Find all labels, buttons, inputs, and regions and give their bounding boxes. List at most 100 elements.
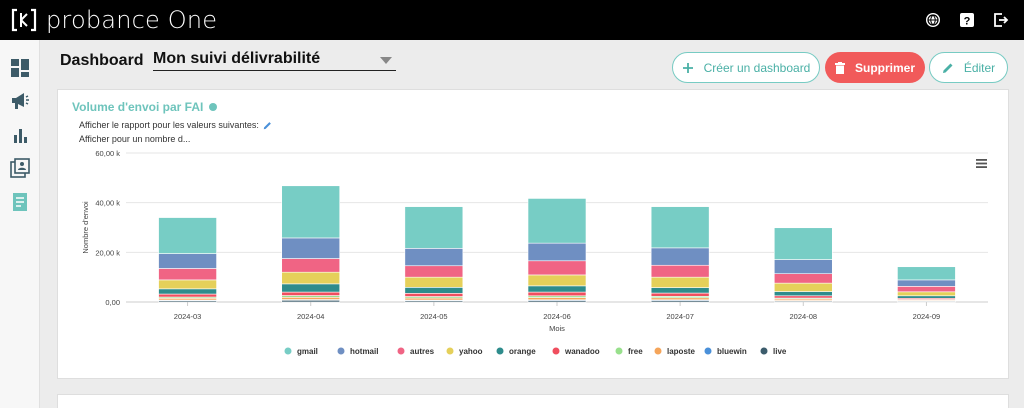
bar-segment-orange — [650, 287, 710, 294]
legend-swatch-gmail — [284, 347, 292, 355]
hamburger-menu-icon[interactable] — [976, 155, 987, 168]
legend-label-laposte: laposte — [667, 347, 696, 356]
info-icon[interactable] — [209, 103, 218, 111]
bar-segment-hotmail — [158, 253, 217, 269]
bar-segment-yahoo — [158, 279, 217, 290]
bar-segment-hotmail — [527, 242, 587, 262]
sidebar-item-stats[interactable] — [10, 125, 30, 145]
legend-swatch-orange — [496, 347, 504, 355]
stacked-bar-chart: 0,00 20,00 k 40,00 k 60,00 k Nombre d'envoi 2… — [81, 149, 988, 356]
legend-label-orange: orange — [509, 347, 536, 356]
chevron-down-icon — [380, 57, 392, 64]
x-tick-label: 2024-05 — [420, 312, 448, 321]
sidebar — [0, 40, 40, 408]
legend-label-yahoo: yahoo — [459, 347, 483, 356]
legend-label-bluewin: bluewin — [717, 347, 747, 356]
sidebar-item-dashboard[interactable] — [10, 58, 30, 78]
svg-text:?: ? — [964, 16, 971, 28]
stats-icon — [14, 129, 27, 143]
bar-segment-gmail — [404, 206, 464, 249]
filter-count-text: Afficher pour un nombre d... — [79, 134, 191, 144]
y-axis-label: Nombre d'envoi — [81, 201, 90, 254]
bar-segment-autres — [281, 258, 341, 273]
legend-label-wanadoo: wanadoo — [564, 347, 600, 356]
dashboard-label: Dashboard — [60, 52, 144, 69]
bar-segment-yahoo — [527, 274, 587, 287]
reports-icon — [13, 193, 27, 211]
bar-segment-autres — [897, 286, 956, 293]
bar-segment-wanadoo — [158, 293, 217, 298]
bar-segment-laposte — [281, 296, 341, 300]
dashboard-select[interactable]: Mon suivi délivrabilité — [153, 50, 396, 71]
create-dashboard-button[interactable]: Créer un dashboard — [672, 52, 820, 83]
bar-segment-orange — [527, 285, 587, 293]
bar-segment-autres — [158, 268, 217, 281]
pencil-icon[interactable] — [263, 121, 272, 130]
bar-segment-hotmail — [281, 237, 341, 259]
legend-swatch-free — [615, 347, 623, 355]
delete-label: Supprimer — [854, 60, 915, 75]
y-tick-label: 0,00 — [105, 298, 120, 307]
contacts-icon — [10, 158, 30, 178]
bar-segment-wanadoo — [527, 291, 587, 297]
x-tick-label: 2024-04 — [297, 312, 325, 321]
bar-segment-orange — [773, 291, 833, 297]
bar-segment-yahoo — [773, 282, 833, 292]
bar-segment-autres — [773, 273, 833, 284]
legend-label-gmail: gmail — [297, 347, 318, 356]
sidebar-item-reports[interactable] — [10, 192, 30, 212]
trash-icon — [834, 61, 845, 74]
bar-segment-wanadoo — [773, 295, 833, 299]
y-tick-label: 60,00 k — [95, 149, 120, 158]
bar-segment-hotmail — [404, 248, 464, 267]
legend-swatch-live — [760, 347, 768, 355]
dashboard-icon — [11, 59, 29, 77]
x-tick-label: 2024-06 — [543, 312, 571, 321]
legend-swatch-laposte — [654, 347, 662, 355]
bar-segment-laposte — [527, 297, 587, 301]
bar-segment-wanadoo — [650, 292, 710, 297]
legend-swatch-bluewin — [704, 347, 712, 355]
second-card — [57, 394, 1009, 408]
bar-segment-yahoo — [404, 276, 464, 288]
x-tick-label: 2024-07 — [666, 312, 694, 321]
sidebar-item-campaigns[interactable] — [10, 91, 30, 111]
globe-icon[interactable] — [924, 11, 942, 29]
legend-swatch-yahoo — [446, 347, 454, 355]
edit-button[interactable]: Éditer — [929, 52, 1008, 83]
dashboard-select-value: Mon suivi délivrabilité — [153, 50, 321, 67]
filter-values-line: Afficher le rapport pour les valeurs sui… — [79, 120, 272, 130]
bar-segment-gmail — [527, 198, 587, 244]
bar-segment-autres — [404, 265, 464, 278]
legend-label-live: live — [773, 347, 787, 356]
sidebar-item-contacts[interactable] — [10, 158, 30, 178]
create-dashboard-label: Créer un dashboard — [703, 60, 811, 75]
bar-segment-hotmail — [650, 247, 710, 266]
bar-segment-orange — [897, 295, 956, 299]
delete-button[interactable]: Supprimer — [825, 52, 925, 83]
bar-segment-gmail — [158, 217, 217, 254]
bar-segment-yahoo — [281, 271, 341, 285]
pencil-icon — [942, 62, 954, 74]
logo[interactable]: probance One — [10, 6, 217, 34]
filter-values-text: Afficher le rapport pour les valeurs sui… — [79, 120, 259, 130]
bar-segment-yahoo — [897, 291, 956, 297]
logout-icon[interactable] — [992, 11, 1010, 29]
bar-segment-orange — [404, 287, 464, 294]
legend-label-free: free — [628, 347, 643, 356]
bar-segment-hotmail — [773, 259, 833, 274]
card-title: Volume d'envoi par FAI — [72, 100, 218, 114]
legend-swatch-hotmail — [337, 347, 345, 355]
brand-name: probance One — [46, 6, 218, 34]
bar-segment-wanadoo — [281, 291, 341, 296]
card-title-text: Volume d'envoi par FAI — [72, 100, 204, 114]
legend-swatch-autres — [397, 347, 405, 355]
bar-segment-gmail — [773, 227, 833, 260]
help-icon[interactable]: ? — [958, 11, 976, 29]
bar-segment-orange — [158, 288, 217, 295]
edit-label: Éditer — [963, 60, 996, 75]
bar-segment-gmail — [281, 185, 341, 239]
x-tick-label: 2024-03 — [174, 312, 202, 321]
top-bar: probance One ? — [0, 0, 1024, 40]
x-tick-label: 2024-08 — [790, 312, 818, 321]
